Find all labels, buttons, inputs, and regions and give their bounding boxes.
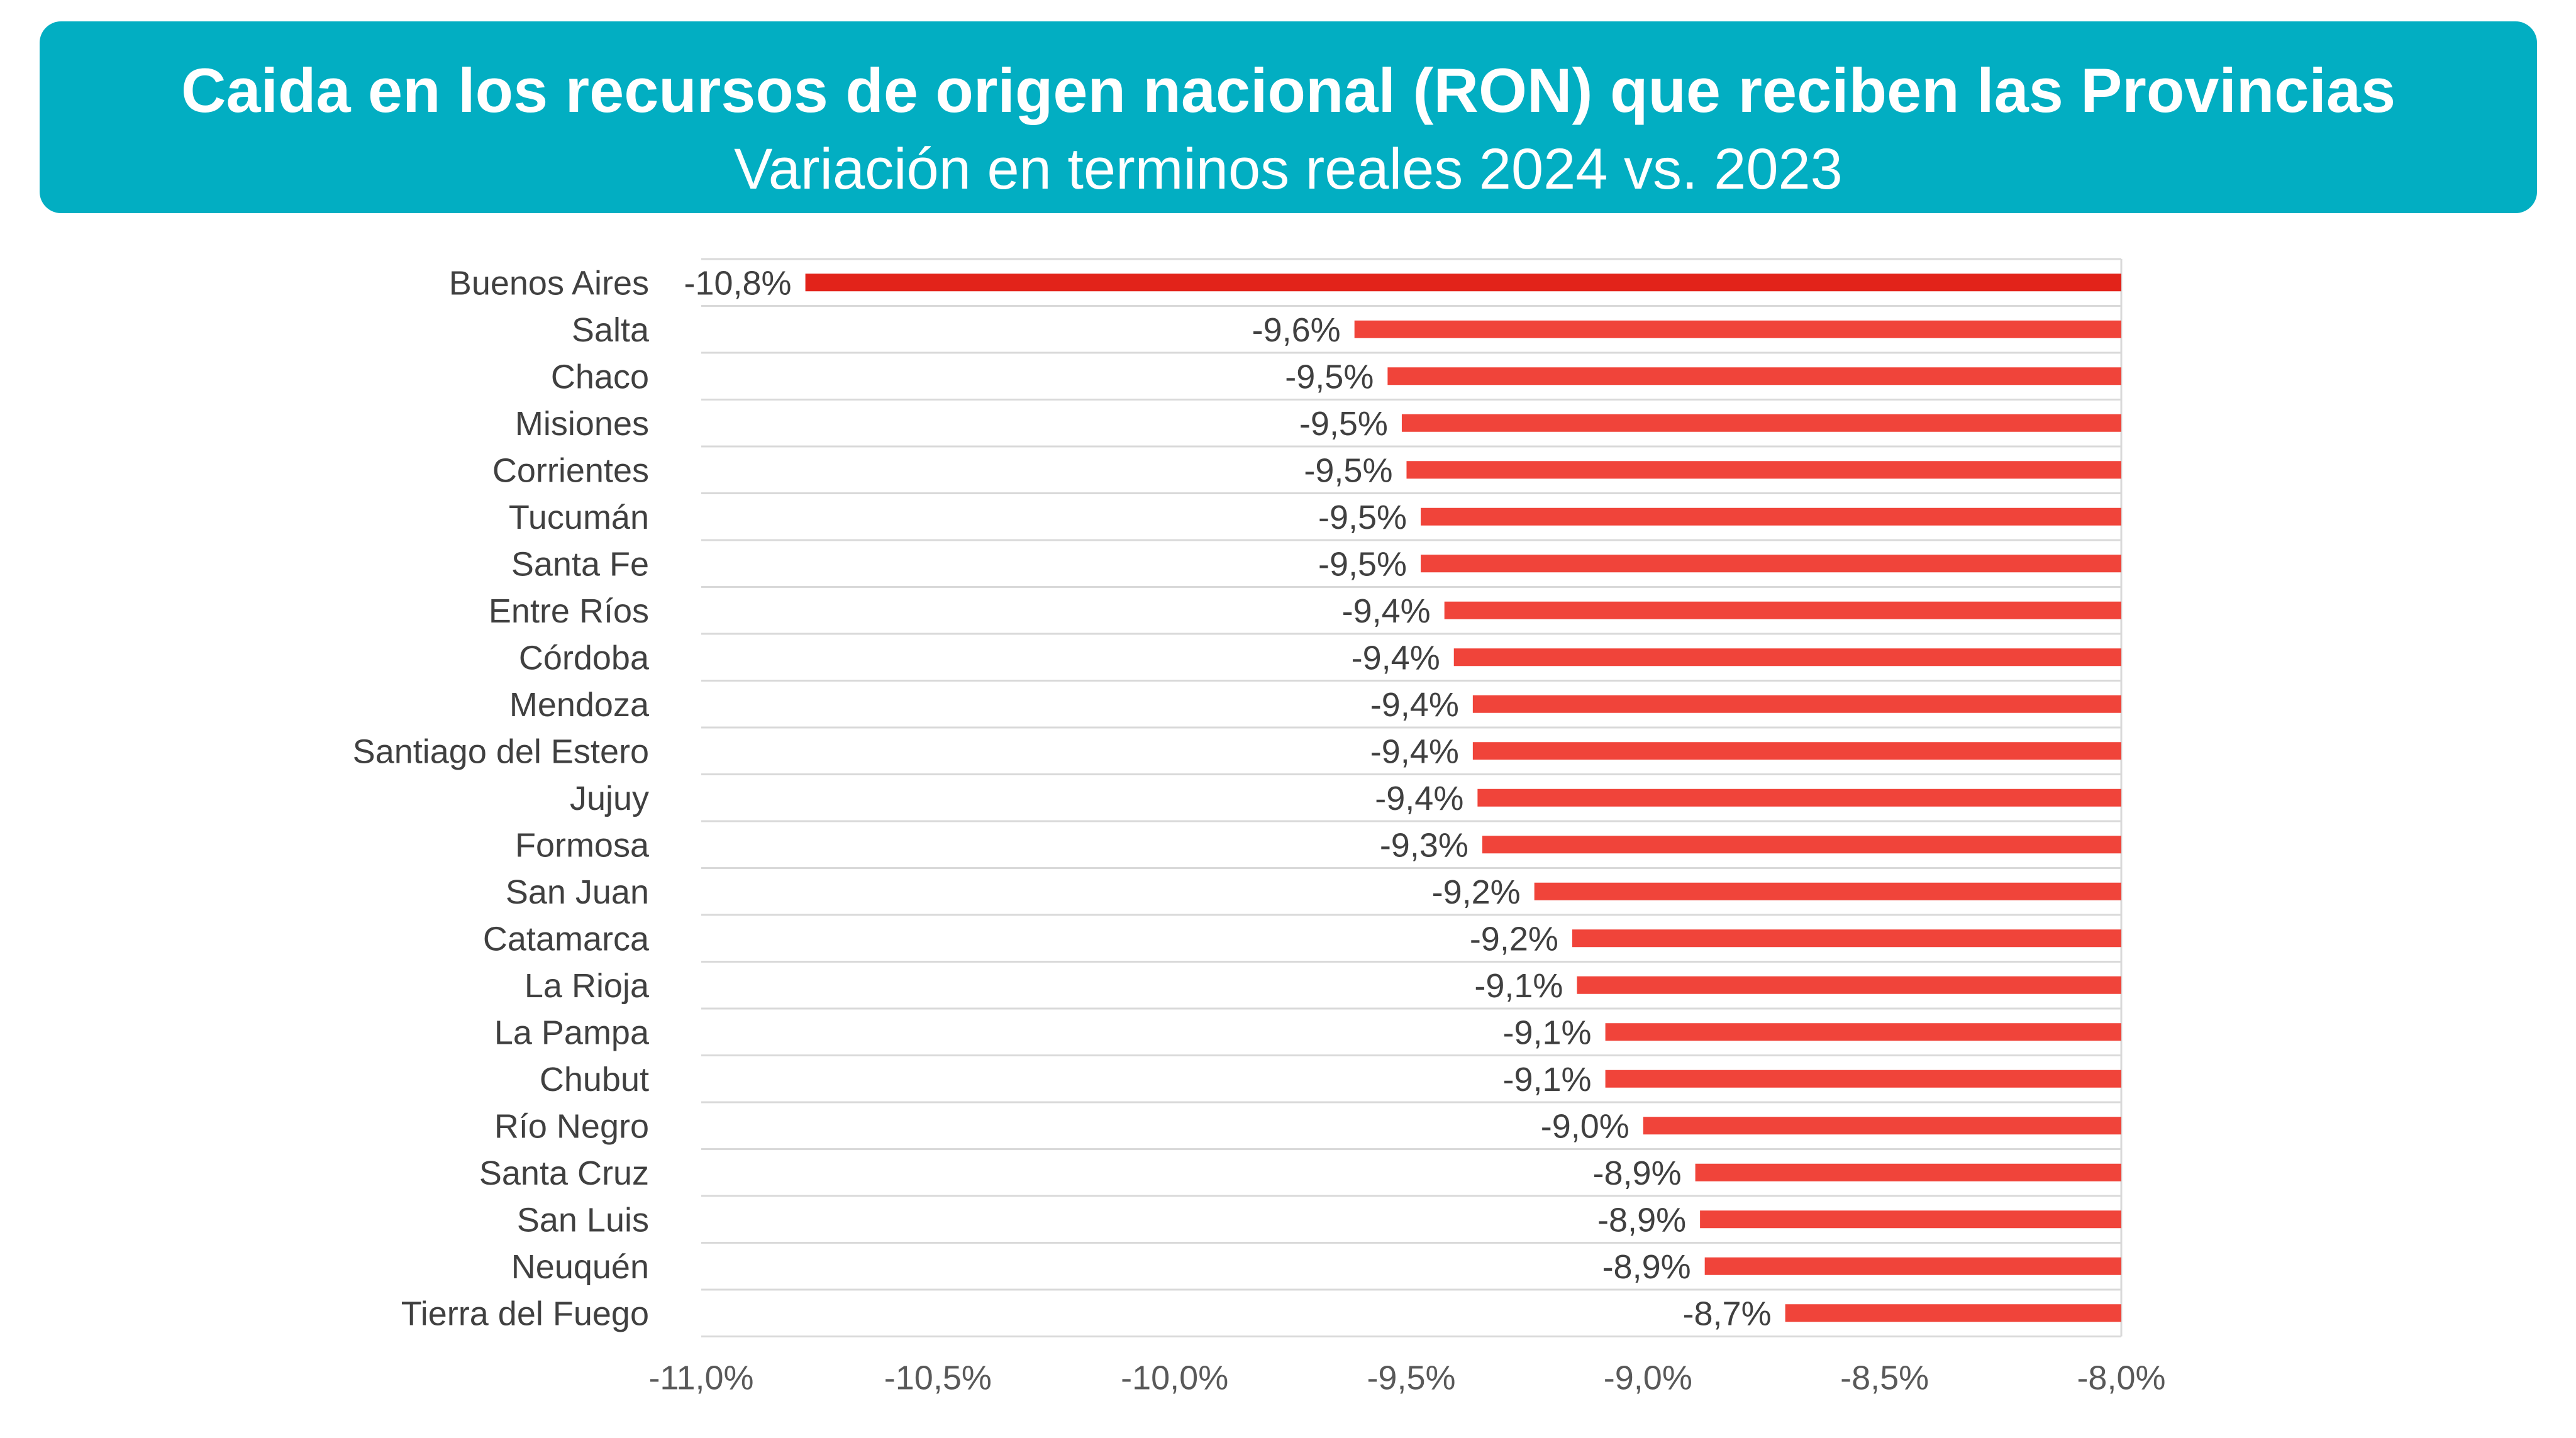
bar	[1421, 555, 2121, 573]
bar	[1605, 1023, 2121, 1041]
data-label: -9,4%	[1370, 733, 1459, 770]
category-label: Santa Fe	[511, 545, 649, 583]
bar	[1453, 648, 2121, 666]
bar	[1695, 1163, 2121, 1181]
category-label: San Luis	[517, 1201, 649, 1239]
data-label: -9,4%	[1352, 639, 1440, 677]
category-label: Buenos Aires	[449, 264, 649, 302]
category-label: Tierra del Fuego	[401, 1295, 649, 1332]
category-label: Formosa	[515, 826, 650, 864]
data-label: -9,1%	[1474, 967, 1563, 1005]
category-label: Santa Cruz	[479, 1154, 649, 1192]
category-label: Neuquén	[511, 1248, 649, 1286]
data-label: -9,5%	[1304, 451, 1392, 489]
data-label: -8,9%	[1602, 1248, 1691, 1286]
category-label: Entre Ríos	[489, 592, 649, 630]
category-label: San Juan	[506, 873, 649, 911]
bar	[1534, 882, 2121, 900]
x-tick-label: -10,5%	[884, 1359, 992, 1397]
category-label: Mendoza	[509, 686, 650, 724]
data-label: -9,5%	[1285, 358, 1374, 395]
bar	[1406, 461, 2121, 479]
data-label: -9,1%	[1503, 1014, 1592, 1051]
x-tick-label: -8,0%	[2077, 1359, 2165, 1397]
bar	[1482, 836, 2121, 854]
data-label: -9,4%	[1370, 686, 1459, 724]
data-label: -8,9%	[1597, 1201, 1686, 1239]
chart-header: Caida en los recursos de origen nacional…	[40, 21, 2537, 213]
category-label: La Pampa	[494, 1014, 650, 1051]
data-label: -9,5%	[1318, 545, 1407, 583]
data-label: -9,4%	[1375, 780, 1463, 817]
bar	[1401, 414, 2121, 432]
data-label: -9,1%	[1503, 1061, 1592, 1098]
bar	[1577, 976, 2121, 994]
data-label: -10,8%	[684, 264, 791, 302]
category-label: Jujuy	[570, 780, 649, 817]
bar	[1421, 507, 2121, 526]
x-tick-label: -9,5%	[1367, 1359, 1455, 1397]
category-label: Misiones	[515, 405, 649, 443]
bar	[1472, 695, 2121, 713]
data-label: -9,5%	[1318, 499, 1407, 536]
category-label: Río Negro	[494, 1107, 649, 1145]
x-tick-label: -9,0%	[1604, 1359, 1692, 1397]
category-label: Santiago del Estero	[353, 733, 649, 770]
bar	[1605, 1070, 2121, 1088]
x-tick-label: -8,5%	[1840, 1359, 1929, 1397]
category-label: Tucumán	[509, 499, 649, 536]
x-tick-label: -11,0%	[648, 1359, 753, 1397]
category-label: Corrientes	[492, 451, 649, 489]
chart-subtitle: Variación en terminos reales 2024 vs. 20…	[734, 137, 1843, 201]
data-label: -9,3%	[1380, 826, 1468, 864]
category-label: Chaco	[551, 358, 649, 395]
bar	[1387, 367, 2121, 385]
category-label: Chubut	[540, 1061, 649, 1098]
bar	[1472, 742, 2121, 760]
bar	[1477, 788, 2121, 807]
bar	[1354, 320, 2121, 338]
chart-title: Caida en los recursos de origen nacional…	[180, 55, 2396, 125]
bar	[805, 274, 2121, 292]
bar	[1643, 1117, 2121, 1135]
bar	[1572, 929, 2121, 948]
data-label: -9,5%	[1299, 405, 1388, 443]
bar	[1785, 1304, 2121, 1322]
data-label: -9,6%	[1252, 311, 1341, 349]
data-label: -8,9%	[1593, 1154, 1682, 1192]
category-label: Córdoba	[519, 639, 650, 677]
data-label: -9,4%	[1342, 592, 1431, 630]
data-label: -8,7%	[1683, 1295, 1772, 1332]
bar	[1444, 601, 2121, 619]
category-label: La Rioja	[525, 967, 650, 1005]
category-label: Catamarca	[483, 920, 650, 958]
x-tick-label: -10,0%	[1121, 1359, 1228, 1397]
bar	[1704, 1257, 2121, 1275]
category-label: Salta	[572, 311, 650, 349]
data-label: -9,2%	[1470, 920, 1558, 958]
data-label: -9,2%	[1432, 873, 1521, 911]
data-label: -9,0%	[1541, 1107, 1629, 1145]
bar	[1700, 1210, 2121, 1229]
